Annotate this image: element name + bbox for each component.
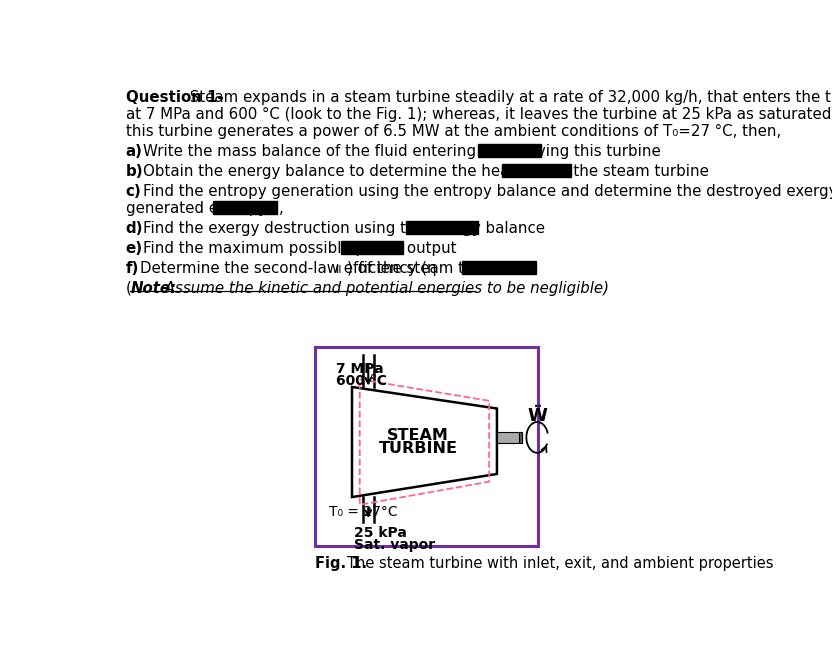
Bar [213,201,277,214]
Text: a): a) [126,143,142,159]
Bar [502,164,572,177]
Text: II: II [336,265,342,274]
Text: Find the exergy destruction using the exergy balance: Find the exergy destruction using the ex… [143,220,545,236]
Text: Question 1-: Question 1- [126,89,224,105]
Text: Find the maximum possible power output: Find the maximum possible power output [143,241,456,256]
Bar [314,347,538,545]
Text: Note:: Note: [131,281,176,295]
Text: c): c) [126,184,141,199]
Text: Obtain the energy balance to determine the heat loss of the steam turbine: Obtain the energy balance to determine t… [143,164,709,179]
Text: Find the entropy generation using the entropy balance and determine the destroye: Find the entropy generation using the en… [143,184,832,199]
Text: 7 MPa: 7 MPa [336,363,384,376]
Text: TURBINE: TURBINE [379,442,458,457]
Text: 25 kPa: 25 kPa [354,526,406,540]
Bar [406,220,478,234]
Text: STEAM: STEAM [388,428,449,443]
Bar [518,432,522,443]
Text: generated entropy: generated entropy [126,201,267,216]
Text: d): d) [126,220,143,236]
Text: Fig. 1.: Fig. 1. [314,557,367,571]
Text: 600 °C: 600 °C [336,374,388,388]
Text: T₀ = 27°C: T₀ = 27°C [329,505,398,519]
Bar [478,143,541,157]
Text: The steam turbine with inlet, exit, and ambient properties: The steam turbine with inlet, exit, and … [347,557,774,571]
Text: this turbine generates a power of 6.5 MW at the ambient conditions of T₀=27 °C, : this turbine generates a power of 6.5 MW… [126,124,781,139]
Polygon shape [352,387,497,497]
Bar [462,261,536,274]
Bar [497,432,522,443]
Text: e): e) [126,241,143,256]
Text: Steam expands in a steam turbine steadily at a rate of 32,000 kg/h, that enters : Steam expands in a steam turbine steadil… [185,89,832,105]
Text: b): b) [126,164,143,179]
Bar [341,241,404,254]
Text: Determine the second-law efficiency (η: Determine the second-law efficiency (η [140,261,436,276]
Text: Ẅ: Ẅ [527,407,547,425]
Text: f): f) [126,261,139,276]
Text: Sat. vapor: Sat. vapor [354,538,434,552]
Text: at 7 MPa and 600 °C (look to the Fig. 1); whereas, it leaves the turbine at 25 k: at 7 MPa and 600 °C (look to the Fig. 1)… [126,107,832,122]
Text: ) of the steam turbine: ) of the steam turbine [347,261,513,276]
Text: (: ( [126,281,131,295]
Text: Assume the kinetic and potential energies to be negligible): Assume the kinetic and potential energie… [160,281,609,295]
Text: Write the mass balance of the fluid entering and leaving this turbine: Write the mass balance of the fluid ente… [143,143,661,159]
Text: ,: , [280,201,284,216]
